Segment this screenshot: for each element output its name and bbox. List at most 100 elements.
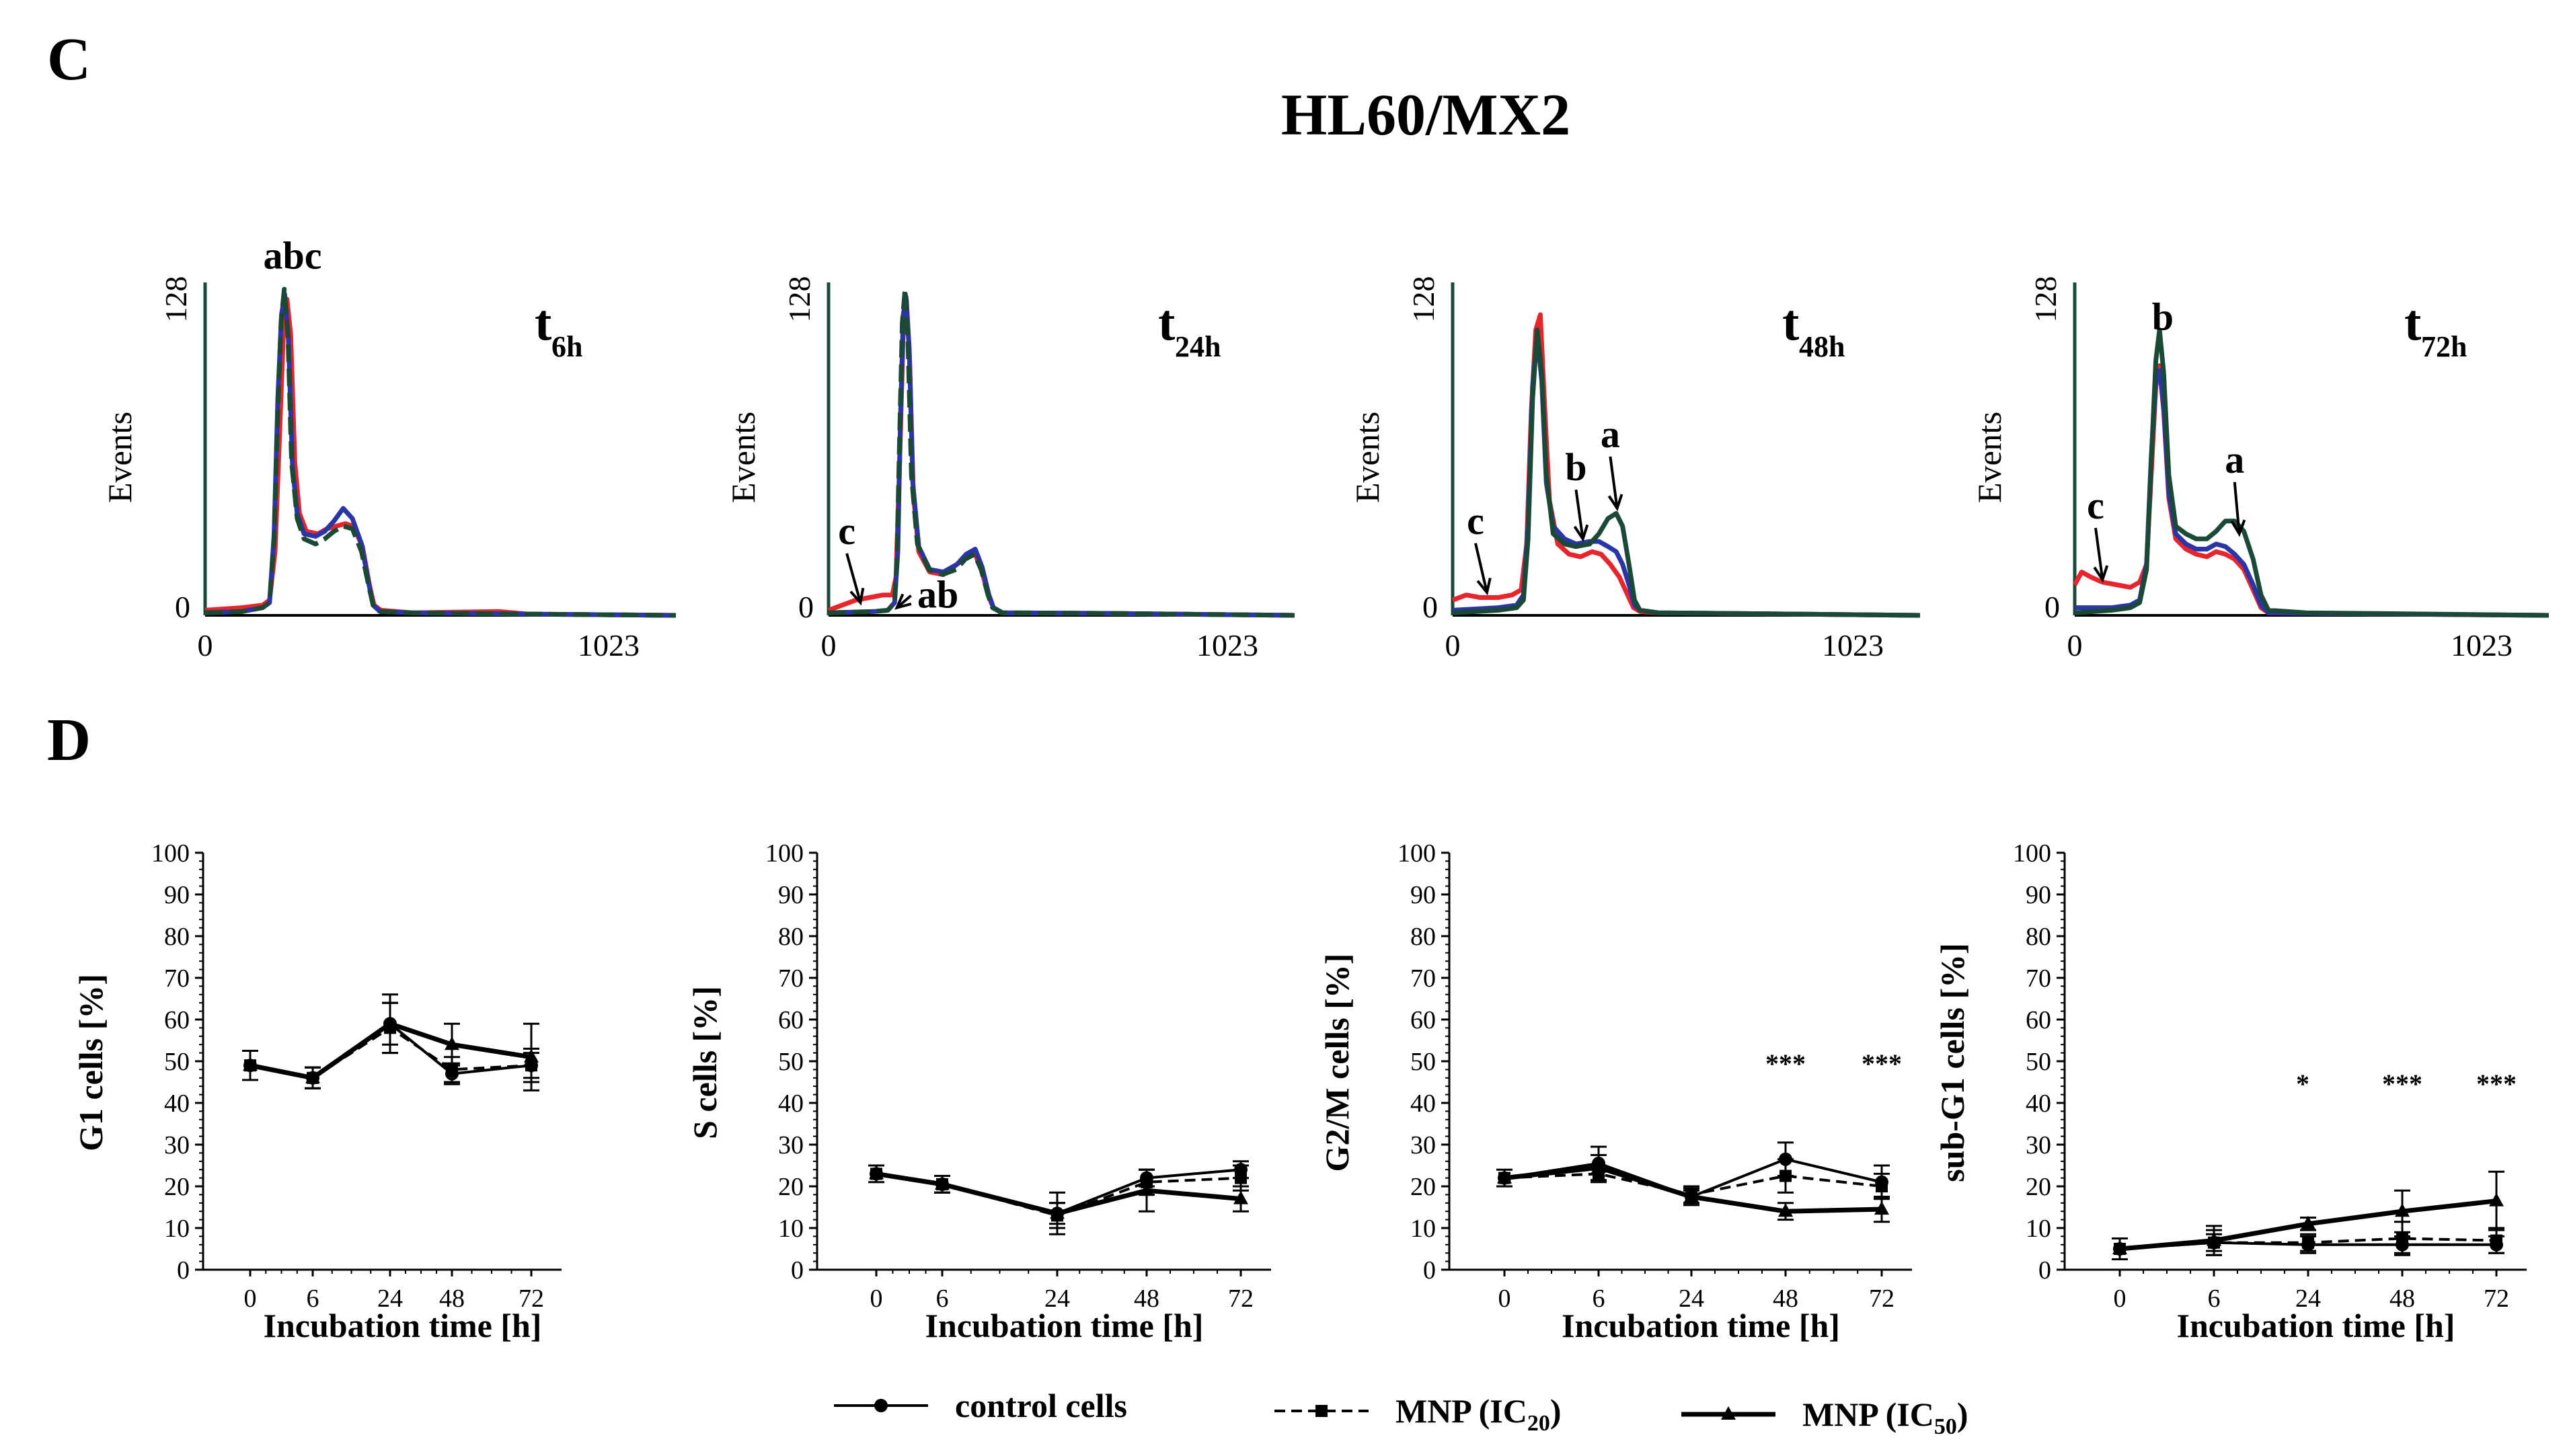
- y-tick-label: 20: [1410, 1173, 1436, 1201]
- peak-annotation: c: [1467, 499, 1484, 543]
- y-tick-label: 90: [778, 881, 804, 909]
- peak-annotation: c: [2087, 484, 2104, 527]
- data-point-ic20: [1235, 1172, 1247, 1184]
- peak-annotation: a: [2225, 438, 2244, 482]
- histogram-trace-a: [1452, 328, 1921, 618]
- significance-marker: ***: [1765, 1048, 1806, 1079]
- y-axis-label: Events: [1970, 412, 2008, 503]
- y-tick-label: 100: [2013, 839, 2051, 868]
- y-axis-label: G1 cells [%]: [72, 974, 110, 1151]
- histogram-trace-a: [204, 286, 677, 618]
- data-point-ic50: [1591, 1159, 1606, 1174]
- x-tick-label: 72: [1228, 1285, 1254, 1313]
- legend-marker: [1721, 1406, 1736, 1420]
- y-tick-label: 70: [1410, 964, 1436, 993]
- legend-marker: [1315, 1405, 1328, 1417]
- time-subscript: 24h: [1175, 330, 1221, 363]
- y-tick-label: 128: [159, 276, 193, 323]
- y-tick-label: 128: [2028, 276, 2063, 323]
- legend: control cells MNP (IC20) MNP (IC50): [834, 1387, 1968, 1439]
- time-subscript: 48h: [1799, 330, 1845, 363]
- x-axis-label: Incubation time [h]: [925, 1307, 1204, 1344]
- annotation-arrow: [2094, 527, 2104, 580]
- data-point-ic50: [1139, 1182, 1154, 1196]
- y-tick-label: 0: [2038, 1256, 2051, 1285]
- histogram-72h: 0 128 0 1023 Events t 72h b a c: [1970, 276, 2550, 662]
- legend-label-main: MNP (IC: [1802, 1395, 1934, 1433]
- annotation-arrowhead: [2093, 565, 2109, 583]
- x-tick-label: 24: [377, 1285, 403, 1313]
- y-tick-label: 0: [2044, 590, 2060, 624]
- legend-label: MNP (IC50): [1802, 1395, 1968, 1439]
- x-tick-label: 1023: [578, 628, 640, 662]
- legend-label: MNP (IC20): [1395, 1392, 1561, 1436]
- y-tick-label: 10: [2026, 1215, 2051, 1243]
- peak-annotation: a: [1601, 412, 1620, 456]
- x-tick-label: 24: [1044, 1285, 1070, 1313]
- y-tick-label: 128: [1406, 276, 1441, 323]
- annotation-arrow: [845, 553, 862, 603]
- x-tick-label: 48: [439, 1285, 465, 1313]
- y-axis-label: Events: [1348, 412, 1386, 503]
- y-tick-label: 30: [164, 1131, 190, 1159]
- histogram-48h: 0 128 0 1023 Events t 48h c ba: [1348, 276, 1921, 662]
- x-tick-label: 1023: [2451, 628, 2513, 662]
- y-tick-label: 100: [765, 839, 804, 868]
- data-point-ic50: [383, 1016, 397, 1030]
- y-tick-label: 40: [778, 1089, 804, 1118]
- annotation-arrowhead: [1573, 524, 1589, 542]
- panel-label-c: C: [47, 26, 91, 93]
- annotation-arrowhead: [849, 588, 865, 606]
- x-tick-label: 48: [1134, 1285, 1159, 1313]
- data-point-ic50: [935, 1176, 950, 1190]
- data-point-ic20: [2490, 1234, 2502, 1247]
- y-tick-label: 90: [164, 881, 190, 909]
- time-subscript: 6h: [551, 330, 582, 363]
- y-tick-label: 40: [164, 1089, 190, 1118]
- legend-marker: [874, 1399, 888, 1412]
- y-tick-label: 20: [778, 1173, 804, 1201]
- x-axis-label: Incubation time [h]: [2177, 1307, 2455, 1344]
- x-tick-label: 6: [1593, 1285, 1605, 1313]
- y-tick-label: 40: [1410, 1089, 1436, 1118]
- annotation-arrow: [1609, 456, 1619, 509]
- y-tick-label: 50: [778, 1048, 804, 1076]
- x-tick-label: 24: [1679, 1285, 1704, 1313]
- y-tick-label: 80: [2026, 923, 2051, 951]
- y-tick-label: 70: [164, 964, 190, 993]
- data-point-ic50: [1233, 1190, 1248, 1204]
- y-tick-label: 90: [2026, 881, 2051, 909]
- data-point-ic50: [1497, 1170, 1512, 1184]
- y-tick-label: 0: [791, 1256, 804, 1285]
- data-point-ic50: [2301, 1215, 2315, 1229]
- y-tick-label: 60: [778, 1006, 804, 1034]
- histogram-trace-a: [2074, 328, 2550, 618]
- data-point-ic50: [243, 1057, 258, 1071]
- y-tick-label: 10: [778, 1215, 804, 1243]
- data-point-ic20: [446, 1063, 458, 1076]
- legend-item-ic20: MNP (IC20): [1274, 1392, 1561, 1436]
- x-tick-label: 0: [1445, 628, 1461, 662]
- x-tick-label: 48: [2389, 1285, 2415, 1313]
- x-axis-label: Incubation time [h]: [264, 1307, 542, 1344]
- y-tick-label: 40: [2026, 1089, 2051, 1118]
- data-point-ic50: [1050, 1205, 1065, 1219]
- data-point-ic50: [445, 1036, 459, 1050]
- y-axis-label: S cells [%]: [686, 986, 724, 1139]
- y-axis-label: Events: [724, 412, 762, 503]
- y-tick-label: 0: [1423, 1256, 1436, 1285]
- annotation-arrow: [1474, 543, 1488, 593]
- y-tick-label: 128: [782, 276, 816, 323]
- x-tick-label: 0: [1498, 1285, 1511, 1313]
- data-point-ic20: [2302, 1236, 2314, 1249]
- significance-marker: ***: [1862, 1048, 1902, 1079]
- y-tick-label: 0: [798, 590, 814, 624]
- y-tick-label: 30: [778, 1131, 804, 1159]
- data-point-ic50: [1778, 1203, 1793, 1217]
- legend-label-subscript: 20: [1527, 1411, 1550, 1436]
- y-tick-label: 50: [164, 1048, 190, 1076]
- x-tick-label: 0: [198, 628, 213, 662]
- y-axis-label: G2/M cells [%]: [1318, 954, 1356, 1172]
- y-tick-label: 100: [1398, 839, 1436, 868]
